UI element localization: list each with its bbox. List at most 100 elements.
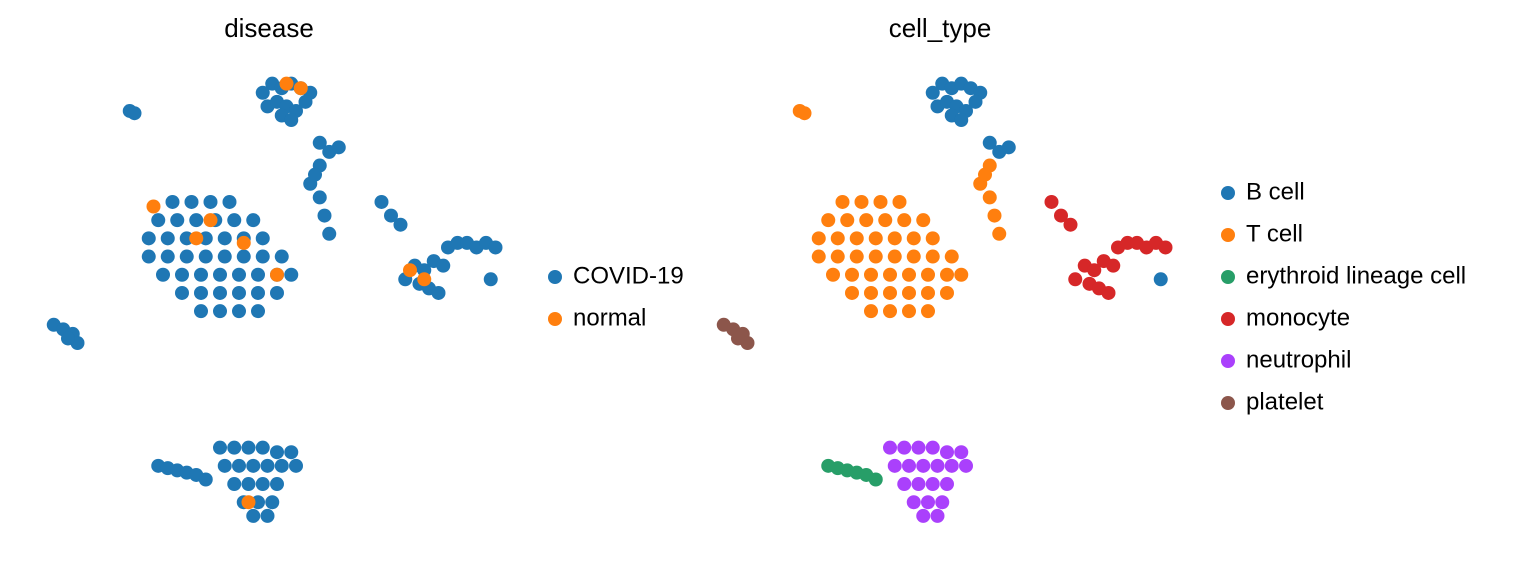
point [232,458,246,473]
point [897,477,912,492]
point [925,249,940,264]
point [868,231,883,246]
point [902,304,916,319]
point [403,263,417,278]
legend-marker [1221,228,1235,242]
point [902,458,916,473]
point [897,213,912,228]
point [393,217,408,232]
point [864,304,878,319]
point [940,445,954,460]
point [175,267,189,282]
point [284,267,299,282]
point [921,285,935,300]
point [217,249,232,264]
point [255,231,270,246]
point [265,495,280,510]
point [887,249,902,264]
point [940,477,954,492]
point [279,76,294,91]
point [854,194,869,209]
point [864,267,878,282]
legend-marker [1221,186,1235,200]
point [982,190,997,205]
point [270,445,284,460]
point [255,477,270,492]
point [992,226,1007,241]
point [251,285,265,300]
point [830,249,845,264]
point [241,477,256,492]
point [374,194,389,209]
point [222,194,237,209]
point [170,213,185,228]
point [930,508,945,523]
point [217,458,232,473]
point [830,231,845,246]
panel-title: disease [224,13,314,43]
point [821,213,836,228]
point [916,458,931,473]
point [921,304,935,319]
point [61,331,75,346]
point [797,106,812,121]
legend-label: neutrophil [1246,346,1351,373]
point [1044,194,1059,209]
point [127,106,142,121]
point [431,285,446,300]
point [274,458,289,473]
point [887,458,902,473]
point [274,249,289,264]
point [232,285,246,300]
point [845,267,859,282]
point [251,267,265,282]
point [906,495,921,510]
point [255,440,270,455]
point [959,458,973,473]
point [940,285,954,300]
legend-label: T cell [1246,220,1303,247]
point [312,190,327,205]
point [236,235,251,250]
point [887,231,902,246]
point [417,272,432,287]
point [1087,263,1102,278]
point [232,304,246,319]
point [944,458,959,473]
point [160,231,175,246]
point [968,94,983,109]
point [203,194,218,209]
legend-marker [1221,270,1235,284]
point [213,285,227,300]
legend-marker [1221,312,1235,326]
point [925,231,940,246]
point [298,94,313,109]
point [246,458,261,473]
point [892,194,907,209]
point [251,304,265,319]
point [930,458,945,473]
point [849,231,864,246]
point [883,304,897,319]
point [236,249,251,264]
legend-label: monocyte [1246,304,1350,331]
point [1106,258,1121,273]
legend-marker [548,312,562,326]
point [246,213,261,228]
point [322,226,337,241]
point [883,267,897,282]
point [255,249,270,264]
point [935,495,950,510]
legend-label: platelet [1246,388,1324,415]
point [241,440,256,455]
point [260,458,275,473]
legend-marker [1221,396,1235,410]
point [213,440,227,455]
point [864,285,878,300]
point [902,267,916,282]
point [845,285,859,300]
point [198,249,213,264]
point [217,231,232,246]
point [921,495,935,510]
point [906,249,921,264]
